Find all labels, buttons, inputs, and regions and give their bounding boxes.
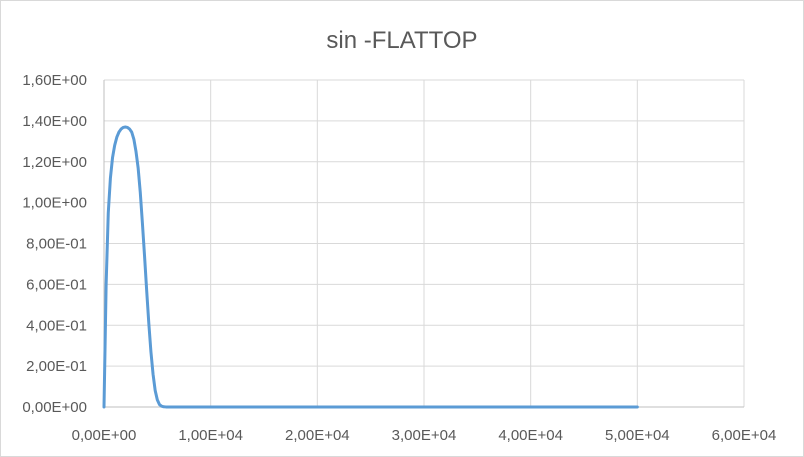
- x-tick-label: 3,00E+04: [392, 427, 457, 444]
- y-tick-label: 6,00E-01: [26, 276, 87, 293]
- y-tick-label: 1,00E+00: [22, 195, 87, 212]
- y-tick-label: 1,60E+00: [22, 72, 87, 89]
- x-tick-label: 4,00E+04: [498, 427, 563, 444]
- y-tick-label: 0,00E+00: [22, 399, 87, 416]
- gridlines: [104, 79, 745, 407]
- y-tick-label: 1,20E+00: [22, 154, 87, 171]
- series-layer: [102, 125, 639, 409]
- x-tick-label: 0,00E+00: [72, 427, 137, 444]
- x-tick-label: 1,00E+04: [178, 427, 243, 444]
- y-tick-label: 1,40E+00: [22, 113, 87, 130]
- y-tick-label: 2,00E-01: [26, 358, 87, 375]
- y-tick-label: 8,00E-01: [26, 236, 87, 253]
- x-tick-labels: 0,00E+00 1,00E+04 2,00E+04 3,00E+04 4,00E+04…: [72, 427, 777, 444]
- x-tick-label: 5,00E+04: [605, 427, 670, 444]
- x-tick-label: 2,00E+04: [285, 427, 350, 444]
- y-tick-label: 4,00E-01: [26, 317, 87, 334]
- series-line: [102, 125, 639, 409]
- chart-title: sin -FLATTOP: [326, 27, 477, 54]
- x-tick-label: 6,00E+04: [712, 427, 777, 444]
- y-tick-labels: 0,00E+00 2,00E-01 4,00E-01 6,00E-01 8,00E-01…: [22, 72, 87, 416]
